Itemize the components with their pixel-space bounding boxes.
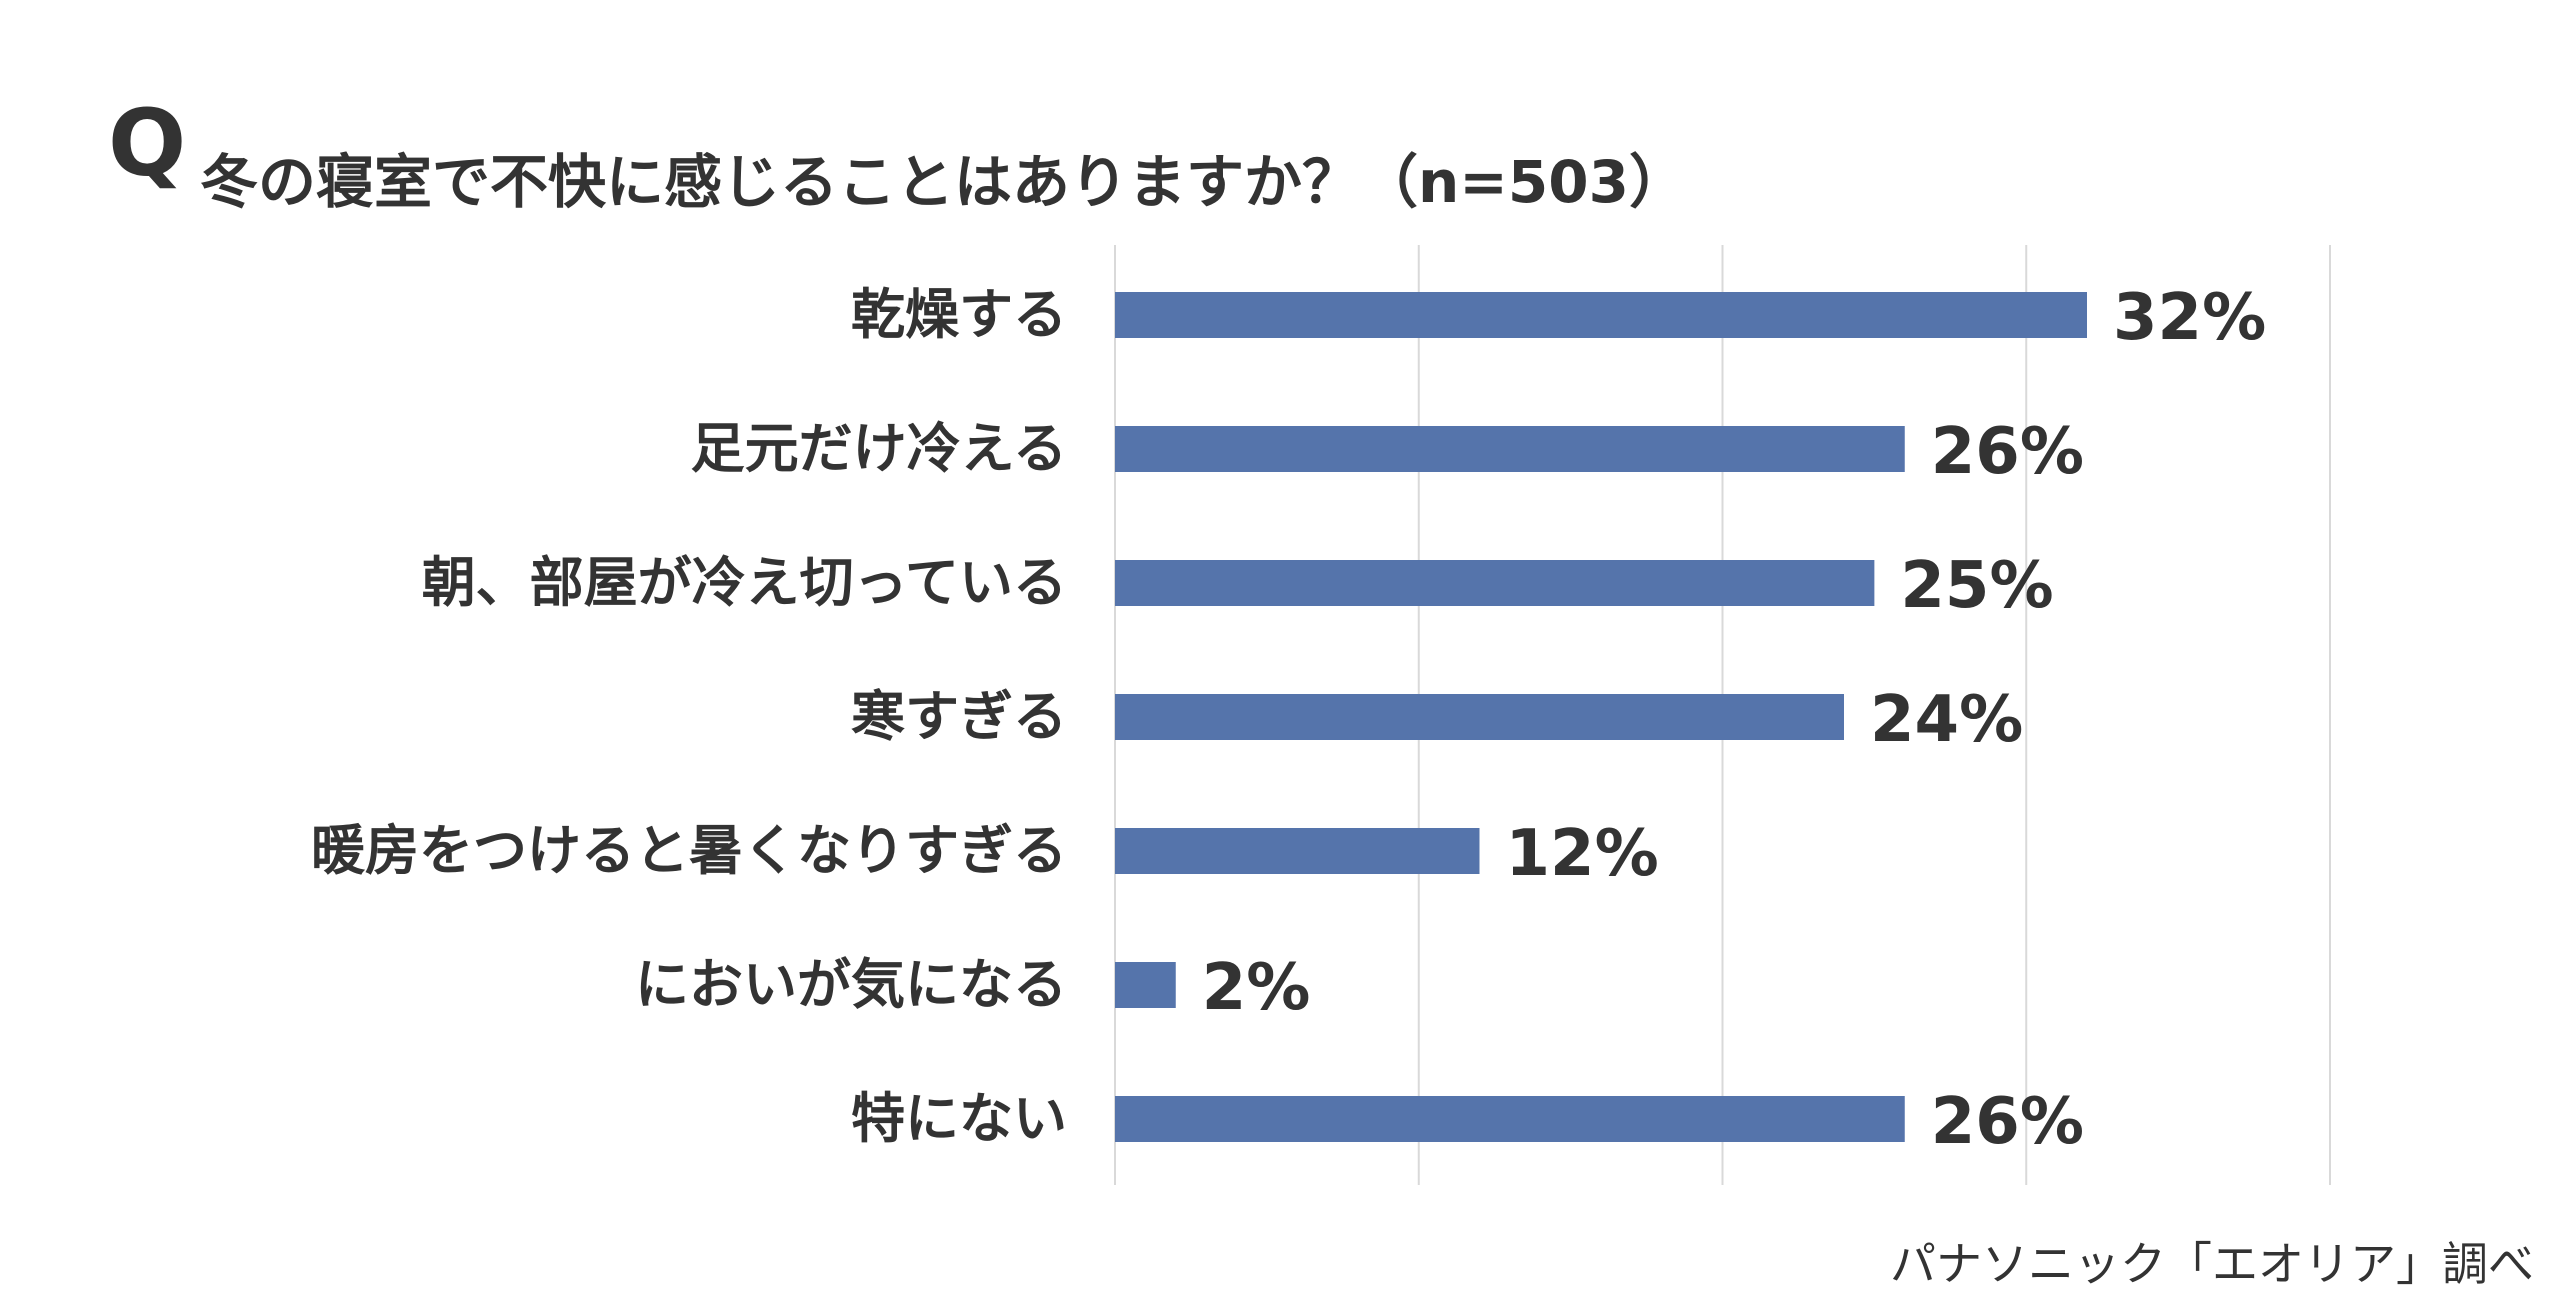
question-mark: Q — [108, 90, 187, 197]
bar — [1115, 426, 1905, 472]
category-label: においが気になる — [635, 953, 1067, 1016]
bar — [1115, 962, 1176, 1008]
category-label: 足元だけ冷える — [691, 417, 1067, 480]
category-label: 乾燥する — [851, 283, 1067, 346]
value-label: 32% — [2113, 281, 2266, 355]
bar — [1115, 828, 1480, 874]
value-label: 26% — [1931, 415, 2084, 489]
category-label: 朝、部屋が冷え切っている — [422, 551, 1067, 614]
chart-title: 冬の寝室で不快に感じることはありますか？（n=503） — [200, 148, 1687, 216]
bar — [1115, 560, 1875, 606]
category-label: 特にない — [851, 1087, 1067, 1150]
value-label: 24% — [1870, 683, 2023, 757]
value-label: 12% — [1506, 817, 1659, 891]
value-label: 26% — [1931, 1085, 2084, 1159]
bar — [1115, 1096, 1905, 1142]
source-note: パナソニック「エオリア」調べ — [1890, 1237, 2534, 1291]
category-label: 暖房をつけると暑くなりすぎる — [311, 819, 1067, 882]
value-label: 25% — [1900, 549, 2053, 623]
bar — [1115, 694, 1844, 740]
value-label: 2% — [1202, 951, 1311, 1025]
bar — [1115, 292, 2087, 338]
category-label: 寒すぎる — [851, 685, 1067, 748]
